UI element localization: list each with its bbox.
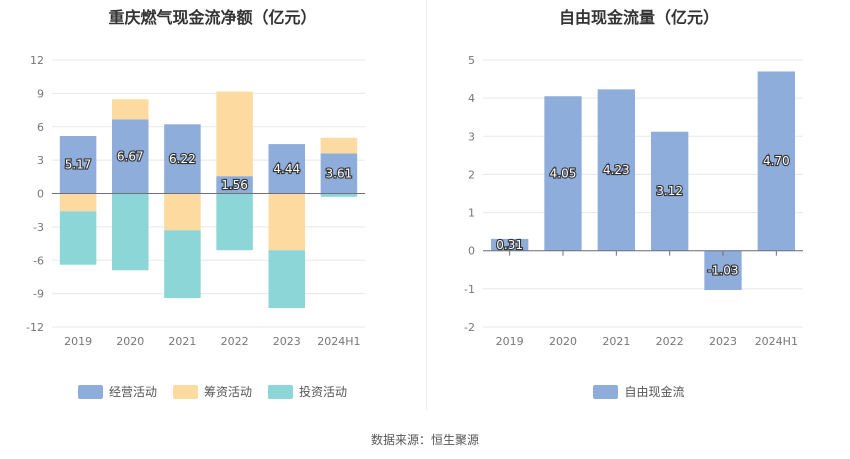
left-x-tick-label: 2024H1	[317, 335, 360, 348]
right-x-tick-label: 2021	[602, 335, 630, 348]
left-bar-投资活动	[268, 250, 306, 309]
left-x-tick-label: 2022	[221, 335, 249, 348]
left-x-tick-label: 2021	[168, 335, 196, 348]
left-x-tick-label: 2019	[64, 335, 92, 348]
left-data-label: 6.67	[117, 149, 144, 163]
left-bar-投资活动	[59, 211, 97, 265]
legend-label-financing: 筹资活动	[203, 385, 252, 399]
right-x-tick-label: 2022	[656, 335, 684, 348]
left-chart-panel: 重庆燃气现金流净额（亿元） 12 9 6 3 0 -3 -6 -9 -12 2019 2020 202…	[0, 0, 425, 410]
left-data-label: 1.56	[221, 178, 248, 192]
right-y-tick-label: 5	[468, 54, 475, 67]
right-y-tick-label: -1	[464, 283, 475, 296]
right-data-label: 4.70	[763, 154, 790, 168]
left-bar-经营活动	[111, 119, 149, 194]
right-data-label: 3.12	[656, 184, 683, 198]
left-y-tick-label: 9	[37, 87, 44, 100]
left-bar-经营活动	[59, 135, 97, 194]
left-x-tick-label: 2020	[116, 335, 144, 348]
right-y-tick-label: 4	[468, 92, 475, 105]
left-bar-筹资活动	[59, 193, 97, 212]
right-data-label: 0.31	[496, 238, 523, 252]
left-chart-legend: 经营活动 筹资活动 投资活动	[0, 383, 425, 400]
left-bar-筹资活动	[216, 91, 253, 177]
legend-swatch-operating	[77, 384, 103, 399]
legend-swatch-free-cash-flow	[593, 384, 619, 399]
left-y-tick-label: -6	[33, 254, 44, 267]
legend-item-operating[interactable]: 经营活动	[77, 383, 157, 400]
left-bar-投资活动	[320, 193, 358, 197]
left-bar-筹资活动	[164, 193, 201, 231]
left-y-tick-label: -9	[33, 288, 44, 301]
right-chart-legend: 自由现金流	[428, 383, 850, 400]
legend-label-investing: 投资活动	[299, 385, 348, 399]
left-bar-筹资活动	[320, 137, 358, 154]
right-data-label: -1.03	[707, 263, 738, 277]
left-bar-经营活动	[268, 144, 306, 194]
right-x-tick-label: 2019	[496, 335, 524, 348]
right-data-label: 4.23	[603, 163, 630, 177]
panel-divider	[426, 0, 427, 410]
right-bar-自由现金流	[651, 131, 689, 251]
legend-item-financing[interactable]: 筹资活动	[172, 383, 252, 400]
left-bar-投资活动	[111, 193, 149, 271]
data-source-footer: 数据来源：恒生聚源	[370, 433, 479, 447]
right-x-tick-label: 2024H1	[755, 335, 798, 348]
left-data-label: 3.61	[326, 166, 353, 180]
left-bar-筹资活动	[111, 99, 149, 120]
right-y-tick-label: 1	[468, 207, 475, 220]
right-bar-自由现金流	[597, 89, 635, 251]
left-data-label: 5.17	[65, 158, 92, 172]
left-chart-title: 重庆燃气现金流净额（亿元）	[108, 8, 317, 27]
legend-swatch-investing	[268, 384, 293, 399]
right-x-tick-label: 2023	[709, 335, 737, 348]
left-bar-经营活动	[320, 153, 358, 194]
right-bar-自由现金流	[491, 238, 529, 251]
legend-label-free-cash-flow: 自由现金流	[624, 385, 685, 399]
right-bar-自由现金流	[757, 71, 795, 251]
left-bar-投资活动	[164, 230, 201, 299]
left-data-label: 6.22	[169, 152, 196, 166]
legend-item-free-cash-flow[interactable]: 自由现金流	[593, 383, 685, 400]
legend-item-investing[interactable]: 投资活动	[268, 383, 347, 400]
right-y-tick-label: 3	[468, 130, 475, 143]
left-y-tick-label: 0	[37, 188, 44, 201]
right-chart-plot: 5 4 3 2 1 0 -1 -2 2019 2020 2021 2022 2023 2024H1 0.31…	[464, 54, 803, 348]
right-bar-自由现金流	[544, 96, 582, 251]
left-chart-plot: 12 9 6 3 0 -3 -6 -9 -12 2019 2020 2021 2022 2023 2024H…	[26, 54, 365, 348]
left-y-tick-label: 6	[37, 121, 44, 134]
left-y-tick-label: 12	[30, 54, 44, 67]
left-bar-筹资活动	[268, 193, 306, 251]
left-y-tick-label: -12	[26, 321, 44, 334]
left-bar-经营活动	[164, 124, 201, 194]
right-data-label: 4.05	[550, 166, 577, 180]
left-bar-投资活动	[216, 193, 253, 251]
left-x-tick-label: 2023	[273, 335, 301, 348]
legend-swatch-financing	[172, 384, 198, 399]
left-y-tick-label: 3	[37, 154, 44, 167]
right-chart-title: 自由现金流量（亿元）	[558, 8, 719, 27]
right-y-tick-label: 0	[468, 245, 475, 258]
left-y-tick-label: -3	[33, 221, 44, 234]
left-data-label: 4.44	[273, 162, 300, 176]
left-bar-经营活动	[216, 176, 253, 194]
right-chart-panel: 自由现金流量（亿元） 5 4 3 2 1 0 -1 -2 2019 2020 2021 2022 202…	[428, 0, 850, 410]
right-y-tick-label: -2	[464, 321, 475, 334]
legend-label-operating: 经营活动	[108, 385, 157, 399]
right-y-tick-label: 2	[468, 168, 475, 181]
right-x-tick-label: 2020	[549, 335, 577, 348]
right-bar-自由现金流	[704, 250, 742, 291]
